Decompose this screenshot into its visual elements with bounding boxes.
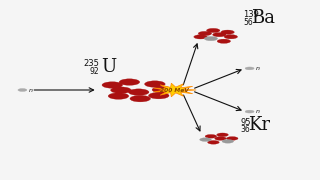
Ellipse shape [152,86,173,93]
Ellipse shape [128,89,149,95]
Ellipse shape [130,95,150,102]
Ellipse shape [217,133,228,137]
Ellipse shape [119,79,140,85]
Ellipse shape [148,92,169,99]
Ellipse shape [212,33,226,37]
Ellipse shape [198,31,212,36]
Ellipse shape [222,140,234,143]
Text: 235: 235 [83,59,99,68]
Text: 36: 36 [240,125,250,134]
Ellipse shape [18,89,27,91]
Text: n: n [256,66,260,71]
Ellipse shape [205,134,217,138]
Ellipse shape [245,110,254,113]
Ellipse shape [111,87,131,93]
Ellipse shape [221,30,234,34]
Text: Kr: Kr [248,116,270,134]
Ellipse shape [245,67,254,70]
Ellipse shape [108,93,129,99]
Text: U: U [101,58,116,76]
Ellipse shape [194,35,207,39]
Ellipse shape [208,141,219,144]
Text: Ba: Ba [251,9,275,27]
Text: 92: 92 [90,67,99,76]
Ellipse shape [224,35,237,39]
Ellipse shape [206,28,220,33]
Text: n: n [29,87,33,93]
Ellipse shape [102,82,123,88]
Ellipse shape [204,37,218,41]
Text: 139: 139 [243,10,259,19]
Text: 95: 95 [240,118,251,127]
Text: 200 MeV: 200 MeV [160,87,189,93]
Ellipse shape [215,137,226,140]
Polygon shape [154,83,196,97]
Ellipse shape [217,39,231,43]
Text: 56: 56 [243,18,253,27]
Ellipse shape [226,137,238,140]
Ellipse shape [200,138,211,141]
Ellipse shape [145,81,165,87]
Text: n: n [256,109,260,114]
